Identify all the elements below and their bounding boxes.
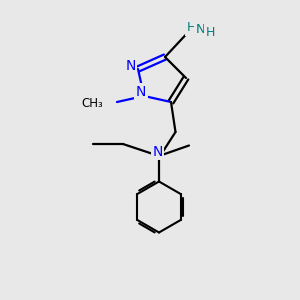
- Text: N: N: [196, 22, 206, 36]
- Text: N: N: [136, 85, 146, 98]
- Text: N: N: [125, 59, 136, 73]
- Text: H: H: [206, 26, 215, 39]
- Text: CH₃: CH₃: [82, 97, 104, 110]
- Text: N: N: [152, 145, 163, 158]
- Text: H: H: [187, 21, 196, 34]
